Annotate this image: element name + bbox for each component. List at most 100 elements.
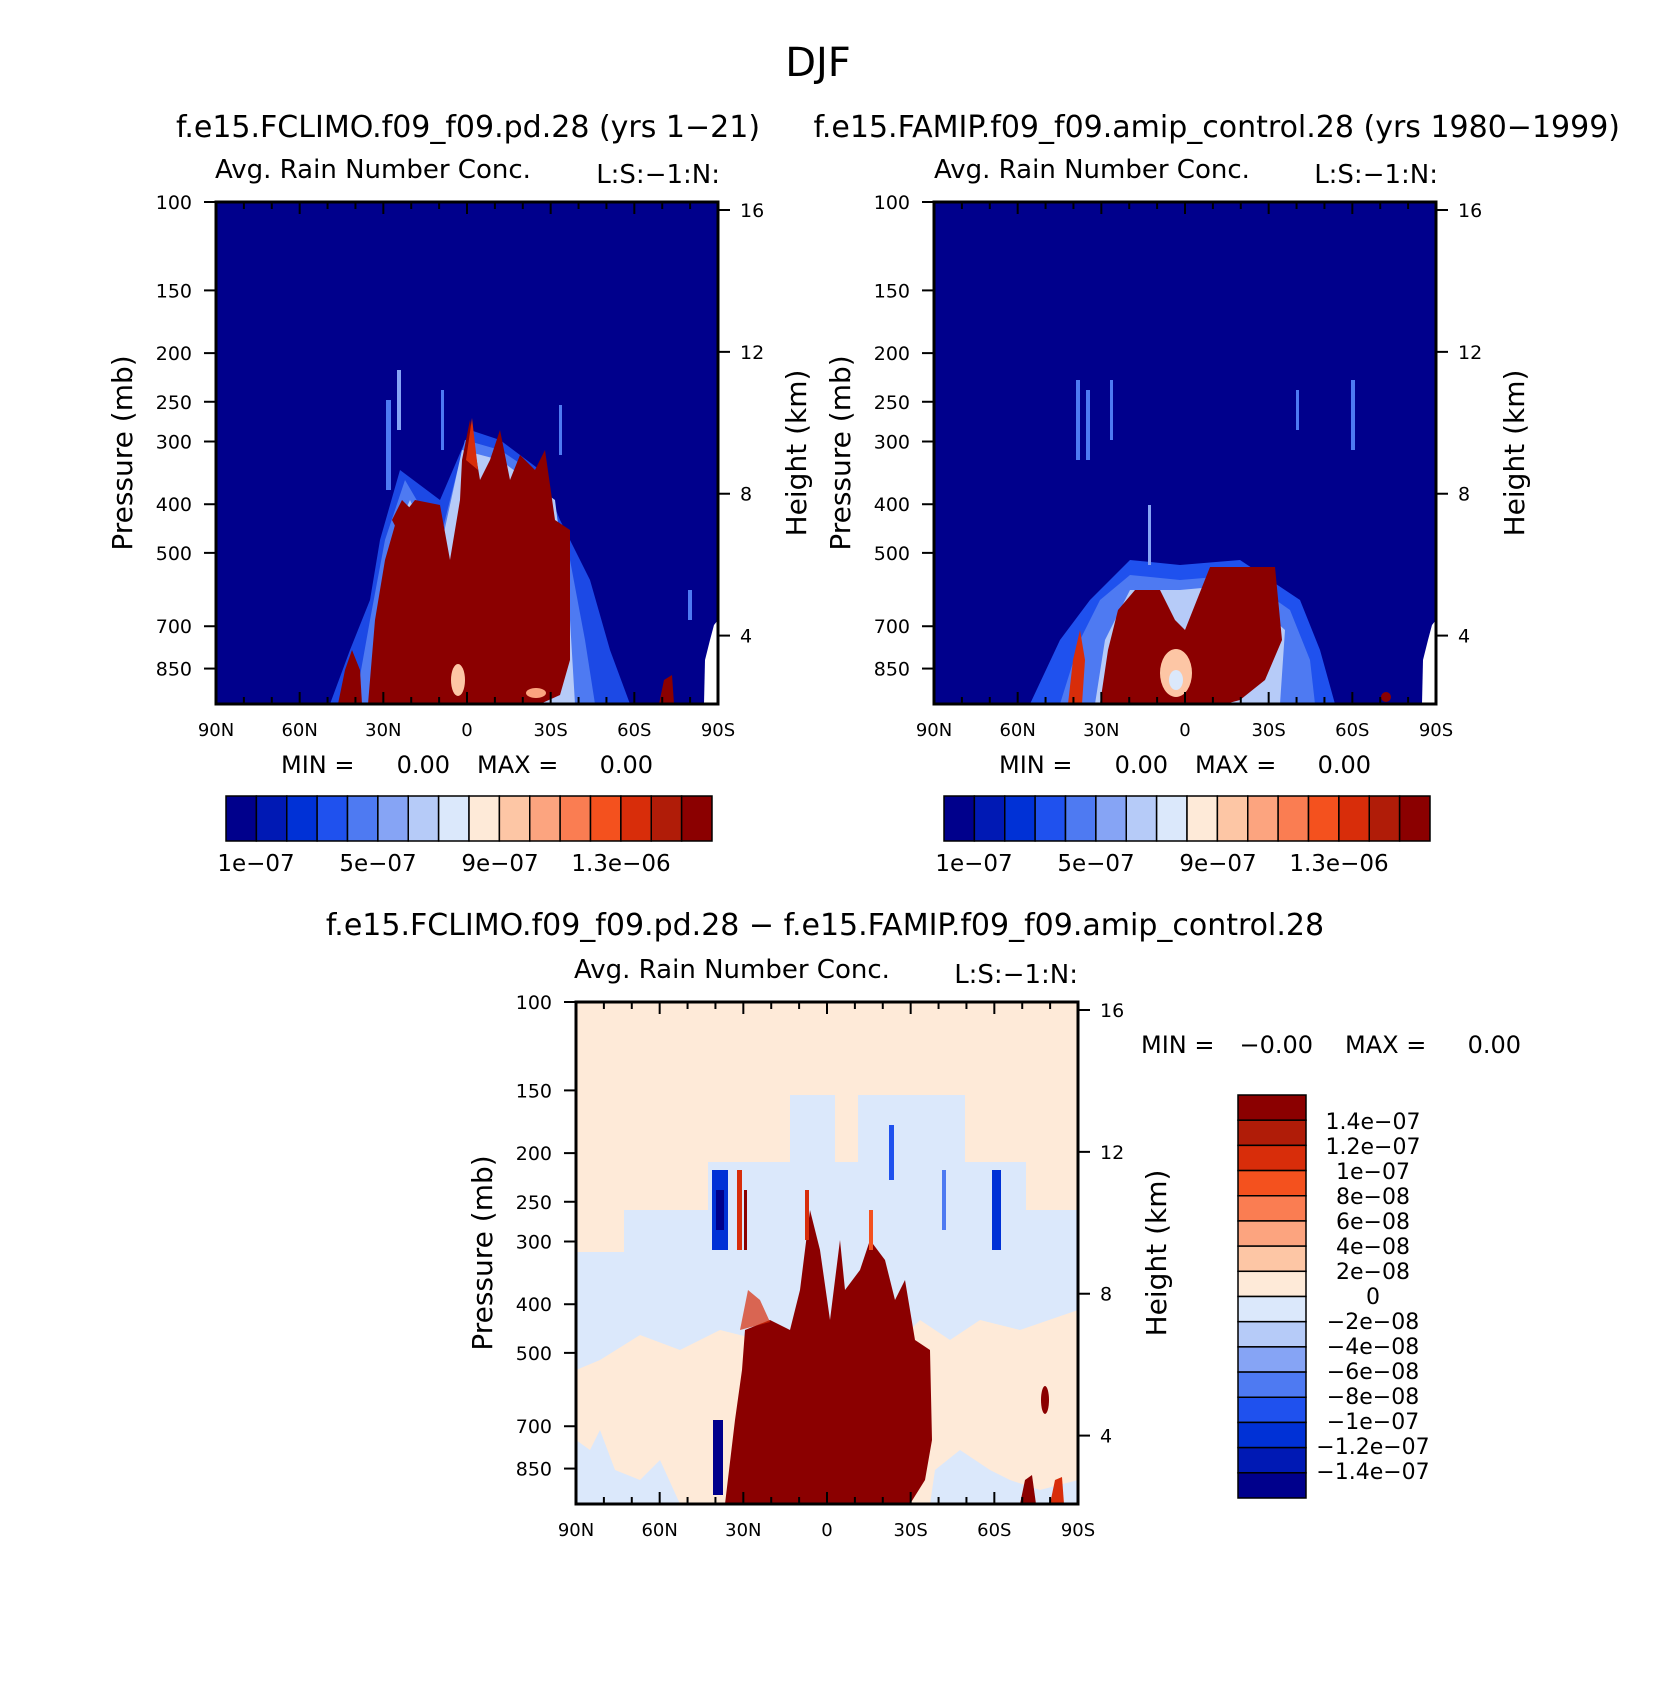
panel-3-y-ticks: 100 150 200 250 300 400 500 700 850 [516,992,576,1481]
panel-1-colorbar-box [468,795,501,842]
panel-2-y-tick-label: 400 [874,494,910,516]
panel-2-yr-tick-label: 12 [1458,342,1482,364]
panel-1-core-upper-left [392,500,418,545]
panel-2-colorbar-box [1095,795,1127,842]
panel-2-colorbar-box [1216,795,1249,842]
panel-2-yr-tick-label: 4 [1458,626,1470,648]
panel-2-wisp-c [1110,380,1113,440]
panel-3-yr-tick-label: 4 [1100,1426,1112,1448]
panel-1-colorbar-box [589,795,622,842]
panel-2-yr-ticks: 16 12 8 4 [1436,200,1482,648]
panel-2-blob-left [1068,630,1085,704]
panel-1-max-label: MAX = [477,751,558,779]
panel-2-dot [1381,692,1391,702]
panel-1-y-tick-label: 700 [156,616,192,638]
panel-3-colorbar-labels: 1.4e−07 1.2e−07 1e−07 8e−08 6e−08 4e−08 … [1316,1110,1429,1485]
panel-3-ylabel-right: Height (km) [1140,1170,1173,1337]
panel-3-colorbar-box [1237,1320,1307,1348]
panel-2-colorbar-label: 5e−07 [1057,851,1134,877]
panel-3-x-tick-label: 30S [893,1520,927,1541]
panel-3-colorbar-box [1237,1396,1307,1424]
panel-3-neg-streak-b [716,1190,724,1230]
panel-1-wisp-b [397,370,401,430]
panel-2-x-tick-label: 30S [1251,720,1285,741]
panel-1-wisp-a [386,400,391,490]
panel-1-colorbar-label: 1.3e−06 [571,851,670,877]
panel-2-colorbar-box [943,795,976,842]
panel-2-subtitle-right: L:S:−1:N: [1314,160,1438,190]
panel-2-colorbar-label: 9e−07 [1179,851,1256,877]
panel-3-colorbar [1237,1094,1307,1499]
panel-2-max-label: MAX = [1195,751,1276,779]
panel-3-pos-surface-b [1050,1477,1064,1504]
panel-3-max-label: MAX = [1345,1031,1426,1059]
panel-3-colorbar-label: 4e−08 [1336,1235,1410,1260]
panel-3-neg-surface-left [576,1430,680,1504]
panel-3-neg-streak-c [889,1125,894,1180]
panel-3-pos-wisp-b [744,1190,747,1250]
panel-3-colorbar-label: 2e−08 [1336,1260,1410,1285]
panel-3-colorbar-box [1237,1169,1307,1197]
panel-1-yr-tick-label: 8 [740,484,752,506]
panel-1-x-tick-label: 90N [198,720,234,741]
panel-3-x-tick-label: 0 [821,1520,832,1541]
panel-3-colorbar-label: 6e−08 [1336,1210,1410,1235]
panel-1-x-tick-label: 30N [365,720,401,741]
panel-1-wisp-d [559,405,562,455]
panel-1-colorbar-box [650,795,683,842]
panel-3-colorbar-box [1237,1220,1307,1247]
panel-2-wisp-d [1148,505,1151,565]
panel-3-pos-wisp-c [805,1190,809,1240]
panel-1-yr-tick-label: 16 [740,200,764,222]
panel-3-colorbar-label: 1.4e−07 [1326,1110,1421,1135]
panel-3-y-tick-label: 200 [516,1143,552,1165]
panel-1-wisp-e [688,590,692,620]
panel-3-x-ticks: 90N 60N 30N 0 30S 60S 90S [558,1002,1095,1541]
panel-3-colorbar-box [1237,1472,1307,1499]
panel-3-pos-wisp-d [869,1210,873,1250]
panel-2-y-tick-label: 150 [874,280,910,302]
panel-1-min-label: MIN = [281,751,354,779]
panel-2-colorbar-box [1247,795,1279,842]
panel-2-max-value: 0.00 [1318,751,1371,779]
panel-3-colorbar-label: 1.2e−07 [1326,1135,1421,1160]
panel-3-neg-streak-e [942,1170,946,1230]
panel-1-colorbar-box [680,795,713,842]
panel-1-yr-ticks: 16 12 8 4 [718,200,764,648]
panel-3: f.e15.FCLIMO.f09_f09.pd.28 − f.e15.FAMIP… [326,908,1521,1541]
panel-3-colorbar-label: −4e−08 [1327,1335,1419,1360]
panel-2-x-tick-label: 90N [916,720,952,741]
panel-1-hole-a [451,664,465,696]
panel-1-x-tick-label: 60N [281,720,317,741]
panel-1-colorbar [225,795,713,842]
panel-1-colorbar-box [437,795,470,842]
panel-2-ylabel: Pressure (mb) [824,355,857,550]
panel-3-core [725,1210,932,1504]
panel-3-colorbar-label: −8e−08 [1327,1385,1419,1410]
panel-2-core [1100,567,1282,704]
panel-1-max-value: 0.00 [600,751,653,779]
panel-2-x-ticks: 90N 60N 30N 0 30S 60S 90S [916,202,1453,741]
panel-1-colorbar-box [529,795,561,842]
panel-1-colorbar-label: 9e−07 [461,851,538,877]
panel-2-x-tick-label: 60S [1335,720,1369,741]
panel-3-max-value: 0.00 [1468,1031,1521,1059]
panel-3-ylabel: Pressure (mb) [466,1155,499,1350]
panel-2-colorbar-box [1155,795,1188,842]
panel-1-ylabel-right: Height (km) [780,370,813,537]
panel-1-colorbar-box [316,795,349,842]
panel-3-colorbar-box [1237,1119,1307,1147]
panel-1-y-tick-label: 300 [156,432,192,454]
panel-3-y-tick-label: 300 [516,1232,552,1254]
panel-3-y-tick-label: 400 [516,1294,552,1316]
panel-3-pos-dot [1041,1386,1049,1414]
panel-3-yr-ticks: 16 12 8 4 [1078,1000,1124,1448]
panel-3-min-value: −0.00 [1239,1031,1313,1059]
panel-2-colorbar-labels: 1e−07 5e−07 9e−07 1.3e−06 [935,851,1388,877]
panel-1-y-tick-label: 100 [156,192,192,214]
panel-2-x-tick-label: 60N [999,720,1035,741]
panel-2-colorbar-box [1004,795,1036,842]
panel-3-pos-wisp-a [737,1170,742,1250]
page-title: DJF [785,40,851,86]
panel-1-x-tick-label: 0 [461,720,472,741]
